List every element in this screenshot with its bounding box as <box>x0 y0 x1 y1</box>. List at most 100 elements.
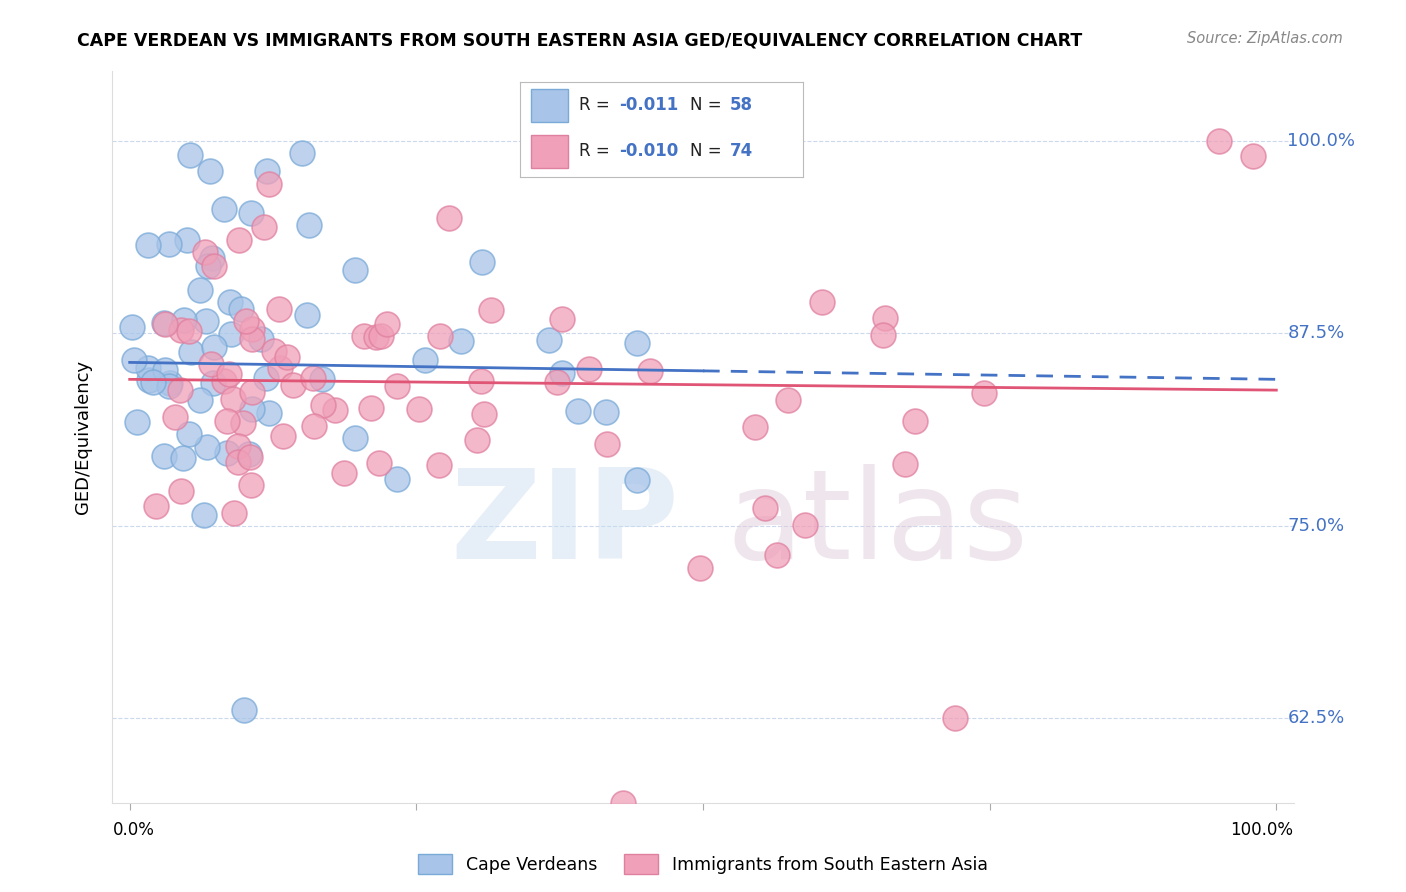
Point <box>202 376 225 391</box>
Point <box>195 440 218 454</box>
Point <box>217 414 239 428</box>
Point <box>195 314 218 328</box>
Point <box>138 373 160 387</box>
Point <box>200 251 222 265</box>
Point <box>353 329 375 343</box>
Point <box>198 164 221 178</box>
Point <box>551 311 574 326</box>
Point <box>176 233 198 247</box>
Text: Source: ZipAtlas.com: Source: ZipAtlas.com <box>1187 31 1343 46</box>
Point <box>169 383 191 397</box>
Point <box>202 259 225 273</box>
Point <box>179 427 201 442</box>
Point <box>221 327 243 342</box>
Point <box>612 796 634 810</box>
Text: 62.5%: 62.5% <box>1288 709 1344 727</box>
Point <box>252 220 274 235</box>
Point <box>811 294 834 309</box>
Point <box>121 320 143 334</box>
Point <box>370 328 392 343</box>
Point <box>302 418 325 433</box>
Point <box>269 301 291 316</box>
Point <box>177 324 200 338</box>
Point <box>429 329 451 343</box>
Point <box>387 472 409 486</box>
Point <box>218 367 240 381</box>
Point <box>239 205 262 219</box>
Point <box>343 263 366 277</box>
Point <box>153 449 176 463</box>
Point <box>235 314 257 328</box>
Point <box>127 415 149 429</box>
Point <box>153 362 176 376</box>
Point <box>145 500 167 514</box>
Point <box>172 450 194 465</box>
Point <box>578 362 600 376</box>
Point <box>240 478 263 492</box>
Point <box>222 392 245 406</box>
Point <box>437 211 460 225</box>
Point <box>153 317 176 331</box>
Point <box>904 414 927 428</box>
Point <box>242 402 264 417</box>
Point <box>197 260 219 274</box>
Point <box>157 378 180 392</box>
Point <box>259 177 281 191</box>
Point <box>408 402 430 417</box>
Point <box>263 343 285 358</box>
Point <box>173 313 195 327</box>
Point <box>364 330 387 344</box>
Legend: Cape Verdeans, Immigrants from South Eastern Asia: Cape Verdeans, Immigrants from South Eas… <box>418 855 988 874</box>
Text: 100.0%: 100.0% <box>1230 821 1294 839</box>
Point <box>122 353 145 368</box>
Point <box>222 506 245 520</box>
Text: 87.5%: 87.5% <box>1288 324 1344 343</box>
Y-axis label: GED/Equivalency: GED/Equivalency <box>73 360 91 514</box>
Text: ZIP: ZIP <box>451 465 679 585</box>
Point <box>250 332 273 346</box>
Point <box>943 711 966 725</box>
Point <box>271 429 294 443</box>
Point <box>194 245 217 260</box>
Text: 0.0%: 0.0% <box>112 821 155 839</box>
Point <box>387 378 409 392</box>
Point <box>226 439 249 453</box>
Text: 100.0%: 100.0% <box>1288 132 1355 150</box>
Point <box>153 316 176 330</box>
Point <box>159 376 181 391</box>
Text: CAPE VERDEAN VS IMMIGRANTS FROM SOUTH EASTERN ASIA GED/EQUIVALENCY CORRELATION C: CAPE VERDEAN VS IMMIGRANTS FROM SOUTH EA… <box>77 31 1083 49</box>
Point <box>254 370 277 384</box>
Point <box>551 366 574 380</box>
Point <box>626 473 648 487</box>
Point <box>893 457 915 471</box>
Point <box>281 378 304 392</box>
Point <box>973 386 995 401</box>
Point <box>179 147 201 161</box>
Point <box>193 508 215 522</box>
Point <box>873 310 896 325</box>
Point <box>765 548 787 562</box>
Point <box>793 518 815 533</box>
Point <box>301 370 323 384</box>
Point <box>567 404 589 418</box>
Point <box>472 408 495 422</box>
Point <box>180 345 202 359</box>
Point <box>276 350 298 364</box>
Point <box>256 164 278 178</box>
Point <box>1241 149 1264 163</box>
Point <box>429 458 451 472</box>
Point <box>239 450 262 464</box>
Point <box>136 237 159 252</box>
Point <box>238 447 260 461</box>
Point <box>311 372 333 386</box>
Text: 75.0%: 75.0% <box>1288 516 1344 534</box>
Point <box>595 405 617 419</box>
Point <box>212 374 235 388</box>
Point <box>415 353 437 368</box>
Point <box>219 295 242 310</box>
Point <box>1208 134 1230 148</box>
Point <box>689 561 711 575</box>
Point <box>450 334 472 348</box>
Point <box>291 146 314 161</box>
Point <box>188 283 211 297</box>
